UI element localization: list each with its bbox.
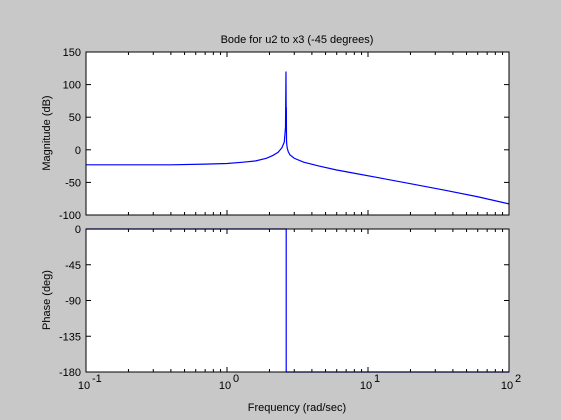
magnitude-axes-background — [86, 52, 509, 215]
frequency-xlabel: Frequency (rad/sec) — [248, 402, 346, 414]
phase-ytick-label: -45 — [65, 260, 81, 272]
phase-xtick-exponent: 1 — [374, 373, 380, 385]
magnitude-panel: Bode for u2 to x3 (-45 degrees) Magnitud… — [41, 34, 510, 222]
magnitude-ylabel: Magnitude (dB) — [41, 95, 53, 170]
phase-axes-box — [85, 228, 510, 373]
magnitude-ytick-label: 50 — [69, 112, 81, 124]
phase-xtick-exponent: -1 — [92, 373, 102, 385]
phase-xtick-label: 10 — [360, 380, 372, 392]
magnitude-series — [86, 71, 510, 205]
phase-ylabel: Phase (deg) — [41, 270, 53, 330]
phase-ytick-label: -180 — [59, 367, 81, 379]
magnitude-ytick-label: 100 — [63, 80, 81, 92]
magnitude-series-line — [86, 71, 510, 205]
magnitude-ytick-label: -100 — [59, 210, 81, 222]
magnitude-axes-box — [85, 51, 510, 216]
phase-xtick-label: 10 — [501, 380, 513, 392]
phase-xtick-exponent: 0 — [233, 373, 239, 385]
phase-xtick-label: 10 — [219, 380, 231, 392]
magnitude-ytick-label: 150 — [63, 47, 81, 59]
phase-xtick-label: 10 — [78, 380, 90, 392]
phase-xtick-exponent: 2 — [515, 373, 521, 385]
phase-ytick-label: -90 — [65, 296, 81, 308]
phase-ytick-label: -135 — [59, 331, 81, 343]
magnitude-ytick-label: -50 — [65, 177, 81, 189]
phase-panel: Phase (deg) Frequency (rad/sec) -180 -135… — [41, 224, 521, 414]
phase-axes-background — [86, 229, 509, 372]
magnitude-ytick-label: 0 — [75, 145, 81, 157]
phase-ytick-label: 0 — [75, 224, 81, 236]
magnitude-title: Bode for u2 to x3 (-45 degrees) — [221, 34, 374, 46]
magnitude-ticks: -100 -50 0 50 100 150 — [59, 47, 510, 222]
